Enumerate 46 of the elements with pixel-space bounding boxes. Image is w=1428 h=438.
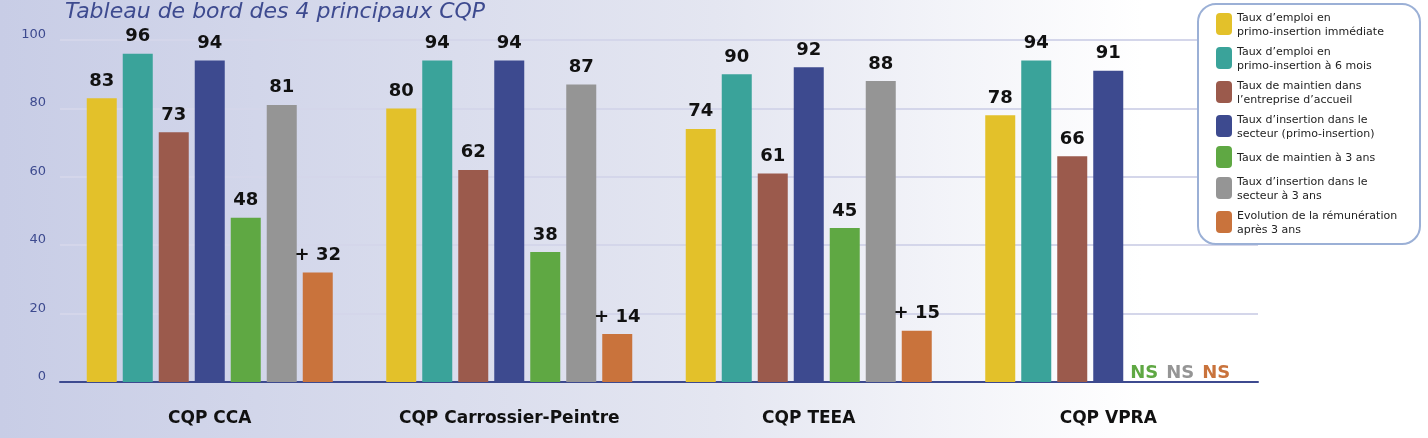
x-tick-label: CQP CCA	[168, 406, 253, 427]
data-label: + 14	[594, 304, 641, 326]
legend-label: Taux d’insertion dans le secteur à 3 ans	[1236, 174, 1371, 202]
x-tick-label: CQP TEEA	[762, 406, 857, 427]
data-label: 91	[1095, 41, 1121, 63]
data-label: 92	[796, 37, 822, 59]
text: NS	[1202, 360, 1231, 382]
data-label: 87	[568, 54, 594, 76]
text: NS	[1166, 360, 1195, 382]
data-label: 80	[388, 78, 414, 100]
data-label: 88	[868, 51, 894, 73]
data-label: 94	[197, 31, 223, 53]
data-label: + 15	[893, 301, 940, 323]
data-label: 94	[1023, 31, 1049, 53]
data-label: 38	[532, 222, 558, 244]
y-tick-label: 40	[29, 231, 46, 247]
y-tick-label: 0	[37, 368, 46, 383]
data-label: 83	[89, 68, 115, 90]
x-tick-label: CQP VPRA	[1059, 406, 1158, 427]
data-label: 96	[125, 24, 151, 46]
data-label: 45	[832, 198, 858, 220]
legend-label: Taux d’emploi en primo-insertion immédiate	[1236, 10, 1385, 38]
data-label: 74	[688, 99, 714, 121]
y-tick-label: 20	[29, 299, 46, 315]
data-label: 78	[987, 85, 1013, 107]
data-label: 48	[233, 188, 259, 210]
data-label: 81	[269, 75, 295, 97]
y-tick-label: 80	[29, 94, 46, 110]
data-label: + 32	[294, 243, 341, 265]
legend-label: Taux de maintien à 3 ans	[1236, 150, 1376, 164]
data-label: 90	[724, 44, 750, 66]
legend-label: Taux de maintien dans l’entreprise d’accueil	[1236, 78, 1365, 106]
legend-label: Taux d’emploi en primo-insertion à 6 mois	[1236, 44, 1373, 72]
text: NS	[1130, 360, 1159, 382]
chart-title: Tableau de bord des 4 principaux CQP	[65, 0, 486, 23]
data-label: 61	[760, 143, 786, 165]
data-label: 94	[424, 31, 450, 53]
y-tick-label: 100	[21, 26, 46, 41]
data-label: 62	[460, 140, 486, 162]
legend-label: Evolution de la rémunération après 3 ans	[1237, 208, 1401, 236]
x-tick-label: CQP Carrossier-Peintre	[398, 406, 620, 427]
legend-label: Taux d’insertion dans le secteur (primo-insertion)	[1236, 112, 1375, 140]
data-label: 66	[1059, 126, 1085, 148]
data-label: 94	[496, 31, 522, 53]
y-tick-label: 60	[29, 162, 46, 178]
data-label: 73	[161, 102, 187, 124]
